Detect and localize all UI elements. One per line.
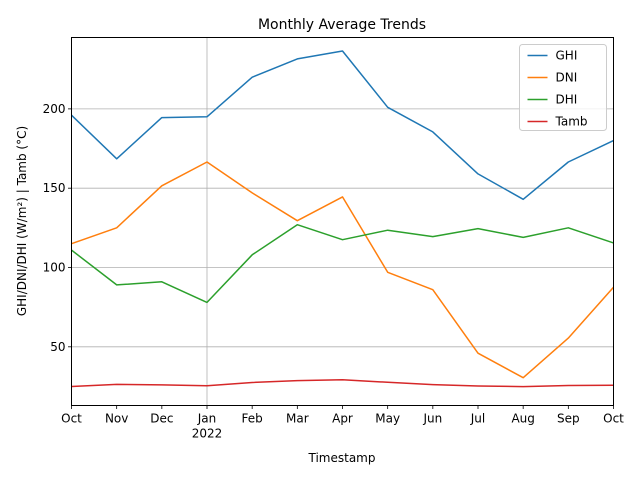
x-tick-label: Dec	[150, 412, 173, 426]
x-tick-label: May	[375, 412, 400, 426]
x-tick-label: Jun	[422, 412, 442, 426]
y-tick-label: 150	[43, 181, 66, 195]
series-line-tamb	[71, 379, 614, 388]
x-tick-label: Nov	[105, 412, 128, 426]
x-tick-label: Jul	[470, 412, 485, 426]
y-tick-label: 200	[43, 102, 66, 116]
x-tick-label: Mar	[286, 412, 309, 426]
x-axis: Oct Nov Dec Jan Feb Mar Apr May Jun Jul Aug Sep Oct 2…	[61, 405, 624, 441]
x-axis-label: Timestamp	[308, 451, 376, 465]
chart-title: Monthly Average Trends	[258, 17, 426, 33]
legend-box	[519, 44, 607, 131]
x-tick-label: Sep	[557, 412, 580, 426]
legend: GHI DNI DHI Tamb	[519, 44, 607, 131]
y-axis: 50 100 150 200	[43, 102, 72, 354]
legend-label: DHI	[556, 93, 578, 107]
legend-label: GHI	[556, 49, 578, 63]
x-tick-label: Jan	[197, 412, 217, 426]
legend-label: DNI	[556, 71, 578, 85]
x-tick-label: Apr	[332, 412, 353, 426]
y-tick-label: 100	[43, 261, 66, 275]
series-lines	[70, 50, 615, 388]
y-tick-label: 50	[50, 340, 65, 354]
series-line-dni	[71, 161, 615, 379]
x-tick-label: Oct	[61, 412, 82, 426]
series-line-ghi	[70, 50, 614, 201]
x-year-label: 2022	[192, 427, 223, 441]
x-tick-label: Aug	[511, 412, 534, 426]
series-line-dhi	[71, 223, 614, 304]
legend-label: Tamb	[555, 115, 588, 129]
x-tick-label: Oct	[603, 412, 624, 426]
y-axis-label: GHI/DNI/DHI (W/m²) | Tamb (°C)	[15, 126, 29, 316]
x-tick-label: Feb	[242, 412, 263, 426]
